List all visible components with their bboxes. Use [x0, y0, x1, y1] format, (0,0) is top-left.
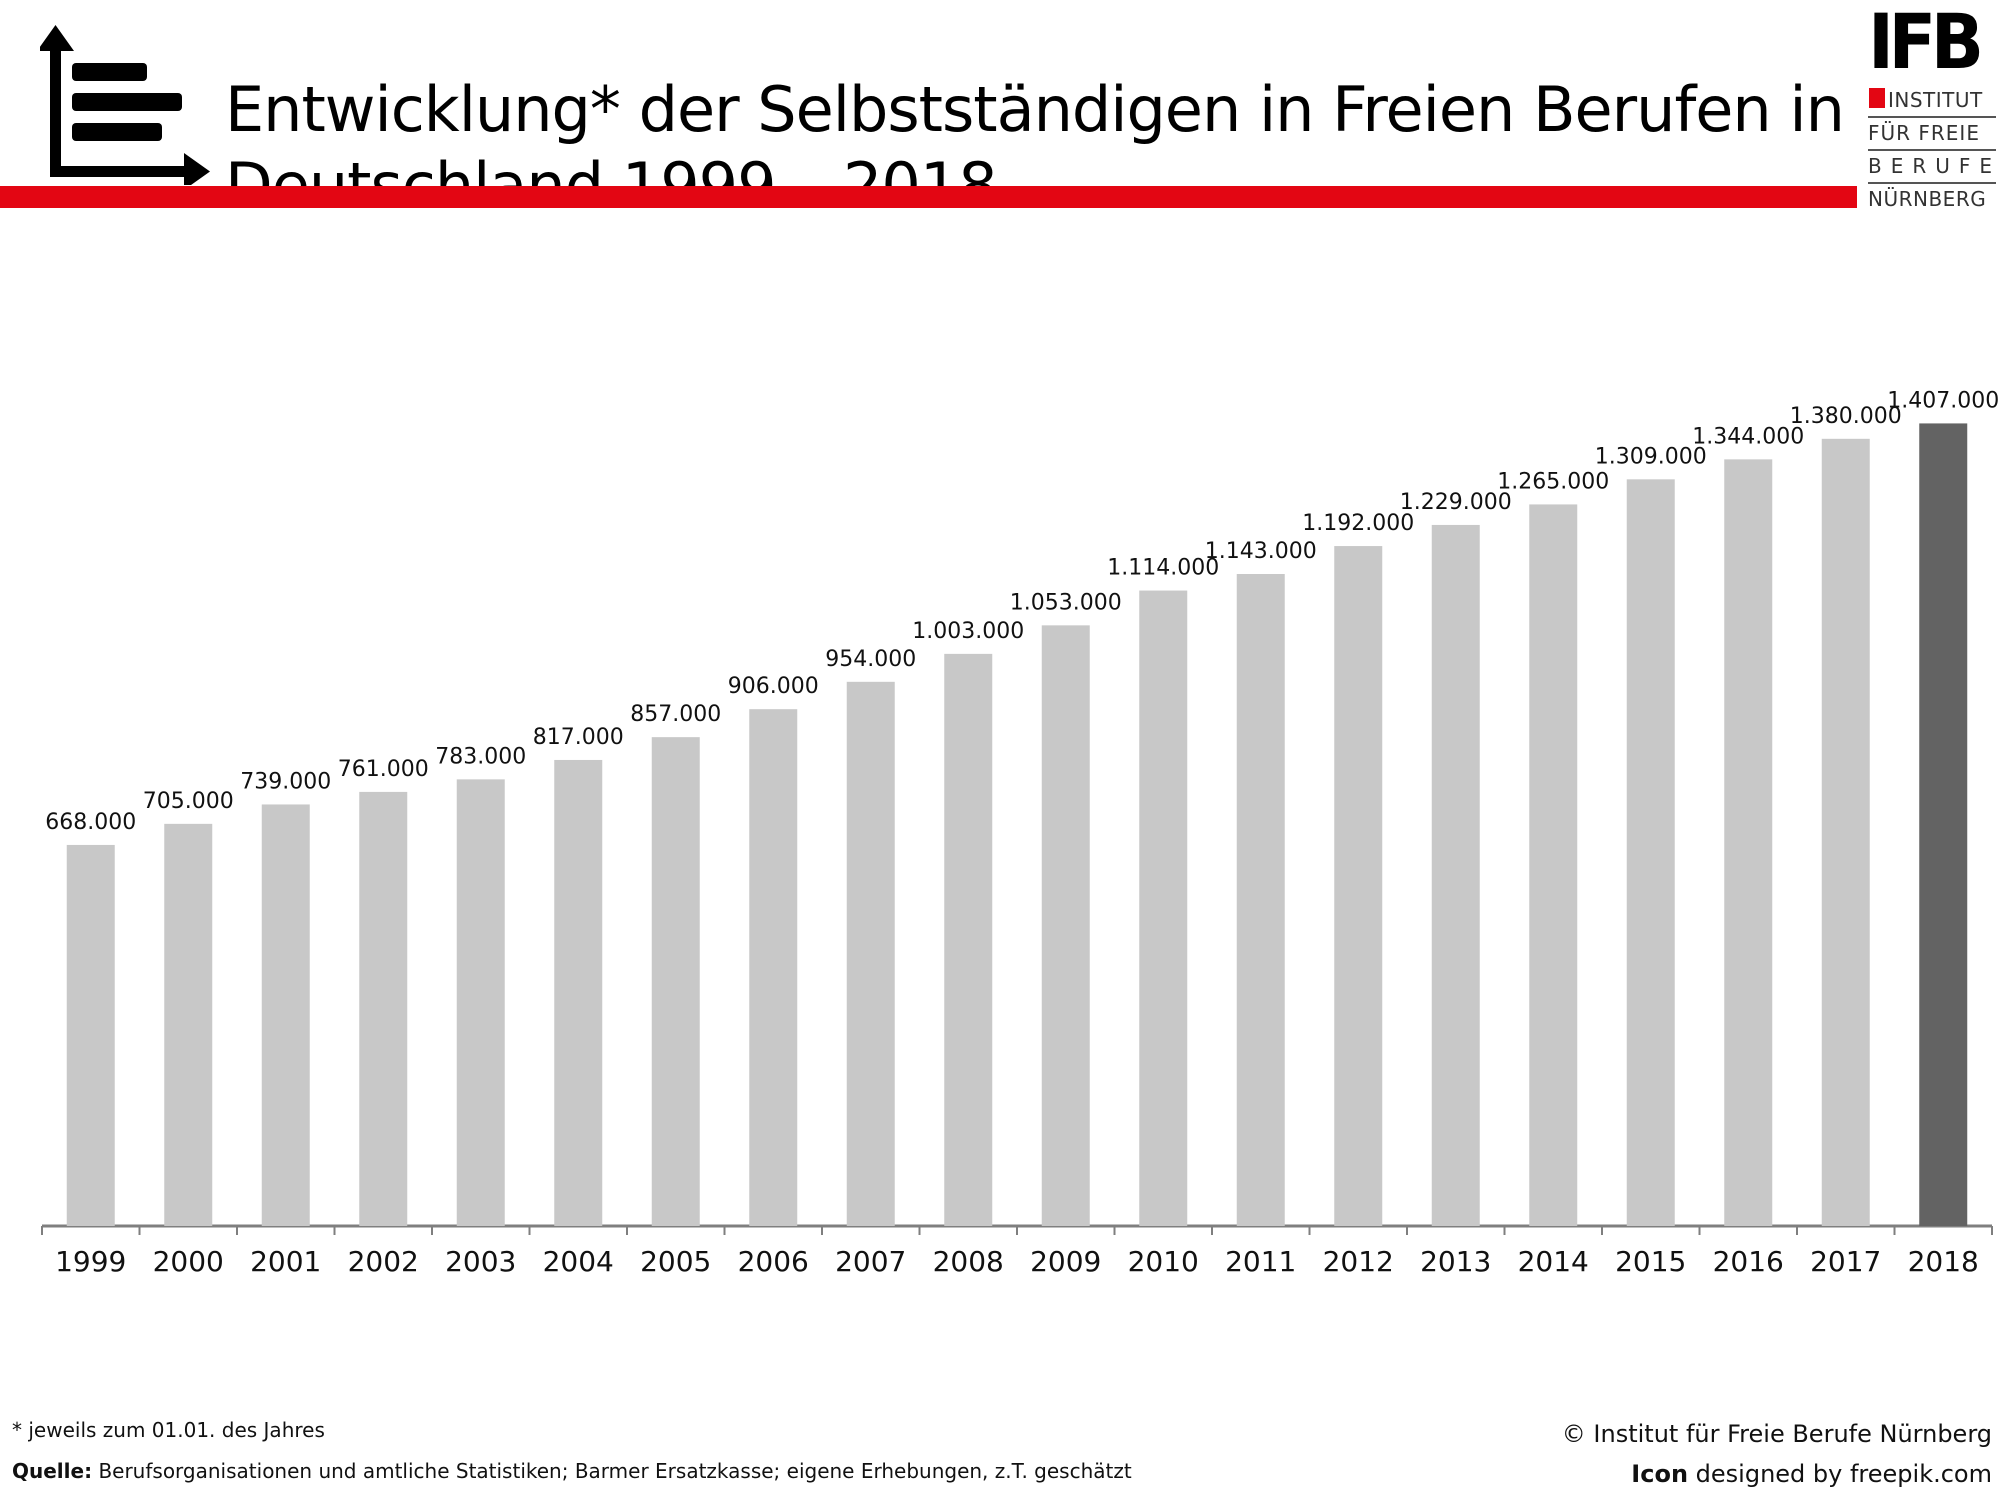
copyright: © Institut für Freie Berufe Nürnberg [1561, 1420, 1992, 1448]
data-label-2015: 1.309.000 [1595, 444, 1707, 469]
data-label-2007: 954.000 [825, 647, 916, 672]
tick-label-2012: 2012 [1323, 1245, 1394, 1278]
data-label-2014: 1.265.000 [1497, 469, 1609, 494]
ifb-logo: IFB INSTITUT FÜR FREIE BERUFE NÜRNBERG [1868, 0, 2000, 211]
source-label: Quelle: [12, 1459, 93, 1483]
logo-line-4: NÜRNBERG [1868, 187, 1987, 211]
data-label-2005: 857.000 [630, 702, 721, 727]
logo-rule [1868, 182, 1996, 184]
credit-label: Icon [1631, 1460, 1689, 1488]
data-label-2010: 1.114.000 [1107, 556, 1219, 581]
tick-label-2015: 2015 [1615, 1245, 1686, 1278]
header-divider [0, 186, 1857, 208]
title-line-1: Entwicklung* der Selbstständigen in Frei… [225, 72, 1845, 146]
data-label-1999: 668.000 [45, 810, 136, 835]
tick-label-2002: 2002 [348, 1245, 419, 1278]
bar-2007 [846, 681, 895, 1226]
logo-line-3: BERUFE [1868, 154, 2000, 178]
tick-label-2011: 2011 [1225, 1245, 1296, 1278]
tick-label-2008: 2008 [933, 1245, 1004, 1278]
bar-1999 [66, 844, 115, 1226]
bar-2011 [1236, 574, 1285, 1226]
bar-2008 [944, 653, 993, 1226]
data-label-2003: 783.000 [435, 744, 526, 769]
logo-acronym: IFB [1868, 0, 1984, 86]
tick-label-2007: 2007 [835, 1245, 906, 1278]
page-title: Entwicklung* der Selbstständigen in Frei… [225, 72, 1845, 224]
bar-2003 [456, 779, 505, 1226]
data-label-2012: 1.192.000 [1302, 511, 1414, 536]
data-label-2002: 761.000 [338, 757, 429, 782]
source-text: Berufsorganisationen und amtliche Statis… [98, 1459, 1132, 1483]
footnote: * jeweils zum 01.01. des Jahres [12, 1418, 325, 1442]
data-label-2004: 817.000 [533, 725, 624, 750]
bar-2000 [164, 823, 213, 1226]
bar-2005 [651, 737, 700, 1226]
icon-credit: Icon designed by freepik.com [1631, 1460, 1992, 1488]
bar-2001 [261, 804, 310, 1226]
data-label-2018: 1.407.000 [1887, 388, 1999, 413]
source-note: Quelle: Berufsorganisationen und amtlich… [12, 1459, 1132, 1483]
data-label-2009: 1.053.000 [1010, 590, 1122, 615]
bar-2012 [1334, 546, 1383, 1226]
tick-label-2001: 2001 [250, 1245, 321, 1278]
data-label-2008: 1.003.000 [912, 619, 1024, 644]
data-label-2017: 1.380.000 [1790, 404, 1902, 429]
title-line-2: Deutschland 1999 – 2018 [225, 148, 1785, 224]
tick-label-2009: 2009 [1030, 1245, 1101, 1278]
bar-chart-axes-icon [40, 25, 210, 185]
tick-label-2000: 2000 [153, 1245, 224, 1278]
tick-label-2003: 2003 [445, 1245, 516, 1278]
bar-2015 [1626, 479, 1675, 1226]
data-label-2000: 705.000 [143, 789, 234, 814]
tick-label-2005: 2005 [640, 1245, 711, 1278]
data-label-2001: 739.000 [240, 769, 331, 794]
credit-text: designed by freepik.com [1695, 1460, 1992, 1488]
logo-line-2: FÜR FREIE [1868, 121, 1980, 145]
bar-2004 [554, 759, 603, 1226]
logo-red-square [1869, 88, 1885, 108]
logo-line-1: INSTITUT [1888, 88, 1983, 112]
tick-label-2017: 2017 [1810, 1245, 1881, 1278]
tick-label-2010: 2010 [1128, 1245, 1199, 1278]
bar-chart: 668.000 1999 705.000 2000 739.000 2001 761.000… [41, 388, 1999, 1278]
tick-label-2013: 2013 [1420, 1245, 1491, 1278]
bar-2002 [359, 791, 408, 1226]
bar-2013 [1431, 524, 1480, 1226]
bar-2016 [1724, 459, 1773, 1226]
bar-2018 [1919, 423, 1968, 1226]
data-label-2016: 1.344.000 [1692, 424, 1804, 449]
tick-label-1999: 1999 [55, 1245, 126, 1278]
data-label-2013: 1.229.000 [1400, 490, 1512, 515]
bar-2006 [749, 709, 798, 1226]
tick-label-2016: 2016 [1713, 1245, 1784, 1278]
tick-label-2004: 2004 [543, 1245, 614, 1278]
logo-rule [1868, 116, 1996, 118]
data-label-2006: 906.000 [728, 674, 819, 699]
bar-2014 [1529, 504, 1578, 1226]
bar-2017 [1821, 438, 1870, 1226]
tick-label-2014: 2014 [1518, 1245, 1589, 1278]
bar-2009 [1041, 625, 1090, 1226]
tick-label-2006: 2006 [738, 1245, 809, 1278]
tick-label-2018: 2018 [1908, 1245, 1979, 1278]
logo-rule [1868, 149, 1996, 151]
bar-2010 [1139, 590, 1188, 1226]
data-label-2011: 1.143.000 [1205, 539, 1317, 564]
